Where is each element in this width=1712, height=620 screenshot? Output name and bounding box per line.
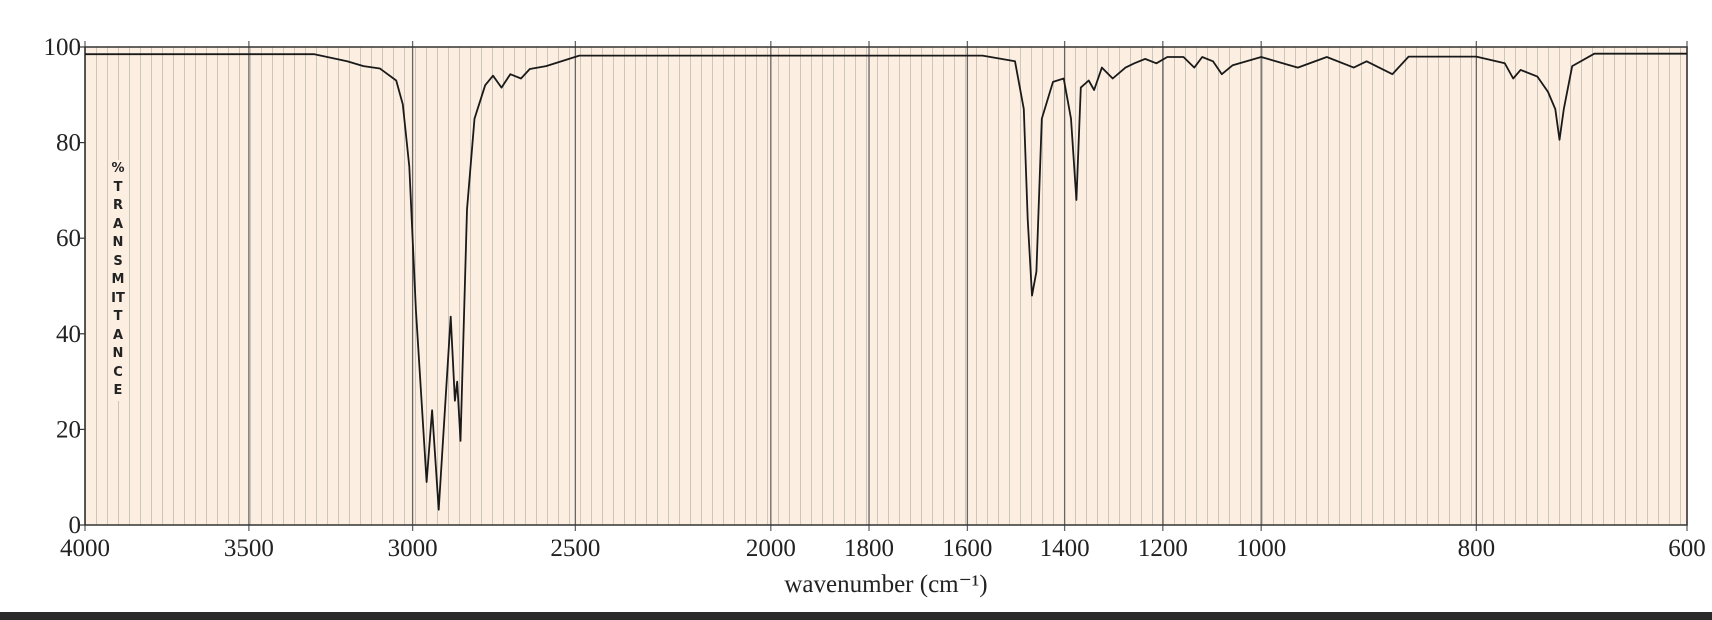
x-tick-label: 3000 [388, 535, 438, 562]
plot-frame [84, 46, 1688, 526]
y-tick-label: 0 [69, 512, 82, 539]
x-tick-label: 4000 [60, 535, 110, 562]
y-tick-label: 40 [56, 321, 81, 348]
x-tick-label: 1200 [1138, 535, 1188, 562]
plot-background [85, 47, 1687, 525]
x-tick-label: 1600 [942, 535, 992, 562]
y-tick-label: 100 [44, 34, 82, 61]
spectrum-line [85, 52, 1687, 511]
y-tick-label: 60 [56, 225, 81, 252]
y-tick-label: 20 [56, 416, 81, 443]
y-tick-label: 80 [56, 130, 81, 157]
x-tick-label: 1000 [1236, 535, 1286, 562]
x-tick-label: 3500 [224, 535, 274, 562]
x-tick-label: 1800 [844, 535, 894, 562]
x-tick-label: 800 [1458, 535, 1496, 562]
bottom-bar [0, 612, 1712, 620]
x-tick-label: 600 [1668, 535, 1706, 562]
x-axis-label: wavenumber (cm⁻¹) [784, 571, 987, 598]
x-tick-label: 1400 [1040, 535, 1090, 562]
x-tick-label: 2000 [746, 535, 796, 562]
x-tick-label: 2500 [550, 535, 600, 562]
y-axis-label: %TRANSMITTANCE [111, 160, 125, 401]
